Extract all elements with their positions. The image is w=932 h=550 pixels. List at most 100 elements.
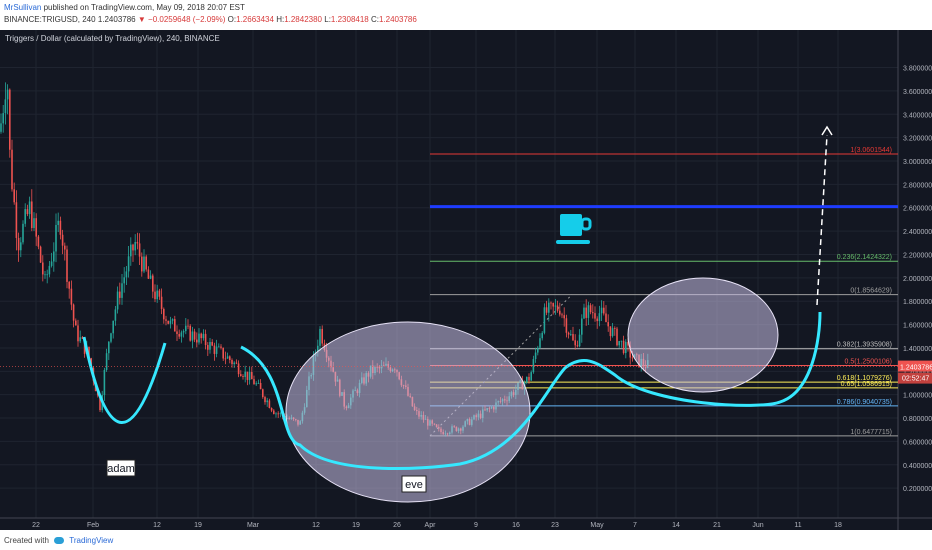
projection-arrow[interactable] [816, 134, 828, 306]
candle-body [220, 346, 222, 348]
fib-level-label: 0.618(1.1079276) [837, 375, 892, 382]
candle-body [189, 325, 191, 341]
last-price: 1.2403786 [97, 15, 136, 24]
candle-body [156, 290, 158, 300]
open-label: O: [227, 15, 237, 24]
fib-level-label: 0.786(0.9040735) [837, 399, 892, 406]
candle-body [559, 310, 561, 315]
candle-body [572, 334, 574, 341]
candle-body [26, 209, 29, 215]
candle-body [605, 313, 607, 323]
candle-body [255, 383, 257, 385]
candle-body [37, 236, 40, 247]
fib-level-label: 0.236(2.1424322) [837, 254, 892, 261]
candle-body [244, 371, 246, 377]
x-tick-label: 26 [393, 522, 401, 529]
candle-body [259, 382, 262, 390]
candle-body [99, 395, 101, 411]
author-link[interactable]: MrSullivan [4, 3, 42, 12]
candle-body [110, 333, 112, 342]
candle-body [17, 237, 20, 251]
eve-label-box [401, 475, 427, 493]
candle-body [53, 251, 55, 262]
candle-body [218, 346, 220, 348]
candle-body [530, 372, 532, 381]
candle-body [583, 307, 585, 319]
candle-body [75, 320, 77, 326]
candle-body [565, 318, 568, 333]
x-tick-label: 16 [512, 522, 520, 529]
candle-body [229, 356, 231, 361]
candle-body [603, 307, 605, 314]
x-tick-label: Mar [247, 522, 260, 529]
candle-body [204, 333, 207, 346]
adam-label-box [106, 459, 136, 477]
candle-body [253, 379, 255, 385]
candle-body [176, 331, 178, 335]
accumulation-ellipse-right[interactable] [627, 277, 779, 393]
candle-body [587, 305, 590, 318]
candle-body [600, 307, 603, 314]
candle-body [134, 242, 136, 251]
candle-body [33, 218, 35, 228]
x-tick-label: 19 [194, 522, 202, 529]
fib-level-label: 0(1.8564629) [850, 288, 892, 295]
candle-body [193, 331, 196, 340]
candle-body [275, 413, 277, 415]
candle-body [528, 376, 530, 381]
symbol-label: BINANCE:TRIGUSD, 240 [4, 15, 96, 24]
candle-body [321, 328, 323, 344]
candle-body [105, 353, 108, 370]
chart-title: Triggers / Dollar (calculated by Trading… [5, 34, 220, 43]
price-chart[interactable]: 22 Feb 12 19 Mar 12 19 26 Apr 9 16 23 May 7 14 21 Jun 11 1… [0, 30, 932, 530]
candle-body [589, 305, 592, 313]
candle-body [545, 307, 548, 313]
candle-body [614, 328, 616, 329]
candle-body [42, 262, 44, 275]
y-tick-label: 2.2000000 [903, 252, 932, 259]
open-value: 1.2663434 [236, 15, 274, 24]
candle-body [163, 308, 165, 320]
high-label: H: [276, 15, 285, 24]
price-tags: 1.2403786 02:52:47 [0, 360, 932, 384]
candle-body [556, 305, 559, 311]
accumulation-ellipse-left[interactable] [285, 321, 531, 503]
candle-body [552, 303, 554, 307]
candle-body [6, 89, 9, 100]
high-value: 1.2842380 [284, 15, 323, 24]
candle-body [123, 277, 125, 284]
candle-body [174, 319, 176, 332]
candle-body [585, 307, 587, 318]
candle-body [169, 320, 172, 324]
candle-body [149, 275, 152, 279]
footer-bar: Created with TradingView [0, 531, 932, 550]
candle-body [319, 328, 321, 346]
adam-curve[interactable] [82, 336, 167, 424]
candle-body [277, 413, 279, 415]
fib-level-label: 0.5(1.2500106) [845, 358, 892, 365]
x-tick-label: 19 [352, 522, 360, 529]
candle-body [39, 246, 42, 263]
low-label: L: [324, 15, 331, 24]
candle-body [171, 319, 174, 321]
candle-body [627, 341, 629, 346]
candle-body [594, 313, 596, 319]
candle-body [554, 305, 557, 307]
x-tick-label: Feb [87, 522, 99, 529]
candle-body [136, 242, 139, 244]
candle-body [611, 328, 614, 337]
candle-body [15, 202, 18, 238]
eve-cup-curve[interactable] [240, 311, 822, 470]
tradingview-link[interactable]: TradingView [69, 536, 114, 545]
candle-body [141, 256, 143, 272]
candle-body [24, 209, 26, 224]
x-tick-label: 9 [474, 522, 478, 529]
x-tick-label: Apr [425, 522, 437, 529]
x-axis-ticks: 22 Feb 12 19 Mar 12 19 26 Apr 9 16 23 May 7 14 21 Jun 11 1… [32, 522, 842, 529]
candle-body [578, 334, 581, 347]
candle-body [61, 234, 64, 246]
tradingview-logo-icon [54, 537, 65, 545]
